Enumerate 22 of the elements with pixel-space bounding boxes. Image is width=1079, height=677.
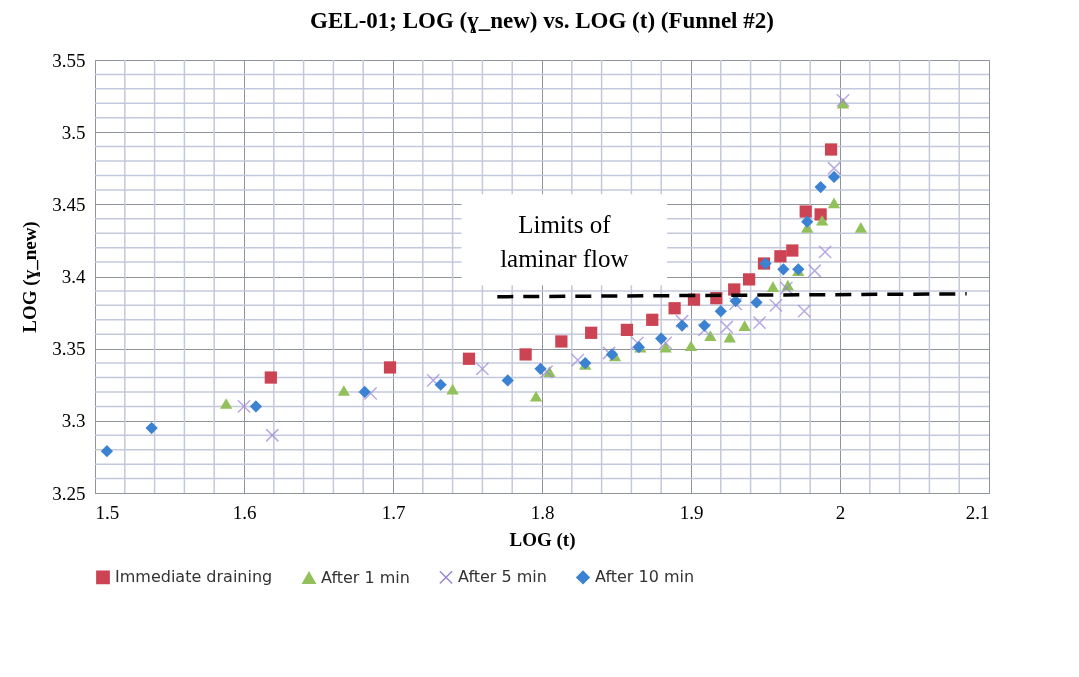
y-tick-label: 3.25 (52, 482, 86, 504)
y-tick-label: 3.5 (61, 121, 86, 143)
y-tick-label: 3.4 (61, 266, 86, 287)
x-tick-label: 2 (835, 501, 846, 523)
y-tick-label: 3.35 (52, 338, 86, 360)
x-tick-label: 2.1 (965, 501, 990, 523)
legend-label: Immediate draining (115, 567, 273, 587)
annotation: Limits of laminar flow (500, 210, 629, 272)
y-tick-label: 3.3 (61, 410, 86, 432)
legend-label: After 5 min (458, 567, 547, 587)
x-tick-label: 1.6 (232, 501, 257, 523)
y-axis-title: LOG (ɣ_new) (19, 221, 42, 333)
chart-title: GEL-01; LOG (ɣ_new) vs. LOG (t) (Funnel #2) (310, 8, 774, 33)
y-tick-label: 3.55 (52, 49, 86, 71)
legend-label: After 1 min (321, 567, 410, 587)
x-tick-label: 1.9 (679, 501, 704, 523)
x-tick-label: 1.8 (530, 501, 555, 523)
y-tick-label: 3.45 (52, 193, 86, 215)
legend-label: After 10 min (595, 567, 695, 587)
x-axis-title: LOG (t) (509, 528, 576, 551)
x-tick-label: 1.7 (381, 501, 406, 523)
x-tick-label: 1.5 (95, 501, 120, 523)
